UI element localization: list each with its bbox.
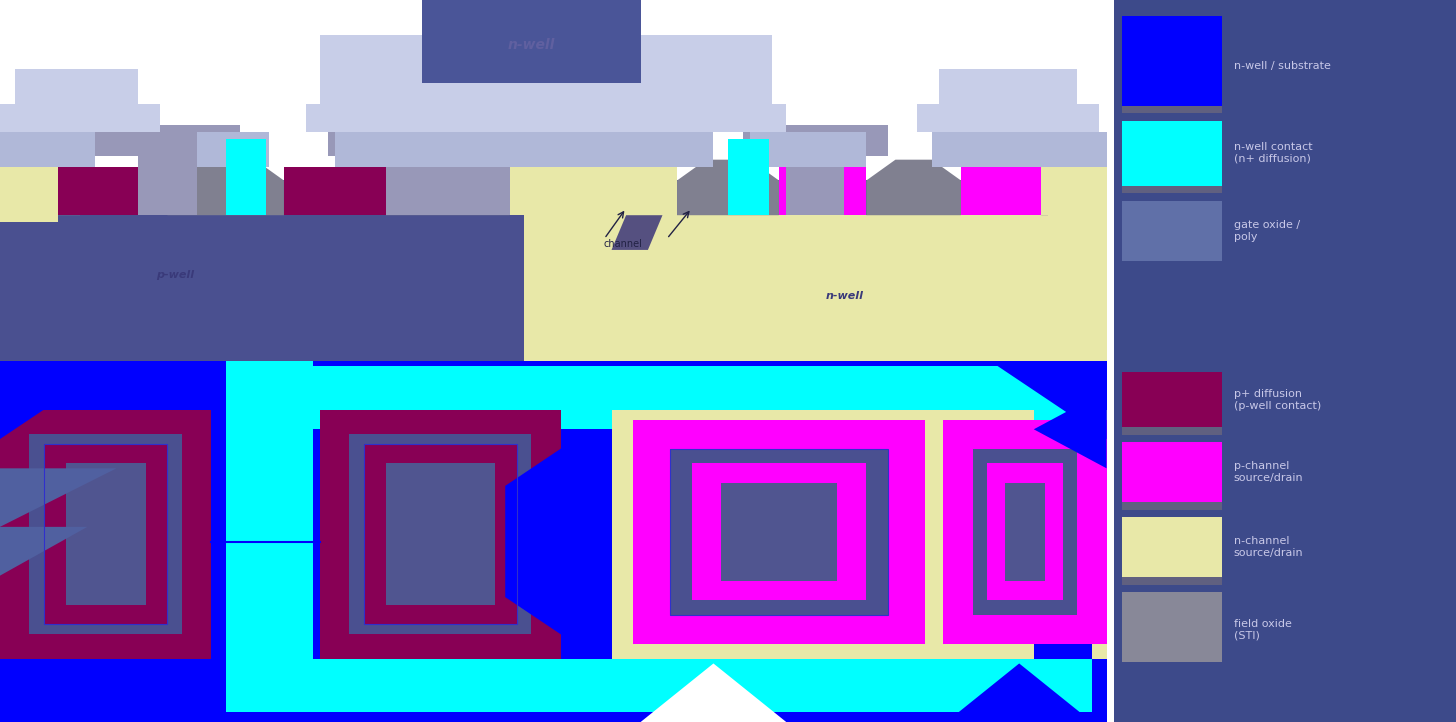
Bar bbox=[1121, 186, 1222, 193]
Bar bbox=[422, 0, 641, 83]
Bar bbox=[1121, 442, 1222, 502]
Bar bbox=[349, 434, 531, 634]
Text: channel: channel bbox=[604, 239, 642, 249]
Bar bbox=[932, 132, 1107, 167]
Bar bbox=[1121, 517, 1222, 577]
Bar bbox=[1121, 106, 1222, 113]
Bar bbox=[1121, 427, 1222, 435]
Polygon shape bbox=[0, 160, 80, 215]
Bar bbox=[987, 464, 1063, 600]
Bar bbox=[66, 464, 146, 605]
Polygon shape bbox=[866, 160, 961, 215]
Bar bbox=[95, 125, 240, 155]
Bar bbox=[0, 361, 568, 722]
Bar bbox=[0, 410, 211, 658]
Bar bbox=[721, 483, 837, 580]
Bar bbox=[226, 356, 313, 678]
Bar bbox=[386, 139, 510, 215]
Polygon shape bbox=[641, 664, 786, 722]
Bar bbox=[1121, 372, 1222, 427]
Bar bbox=[786, 139, 844, 215]
Bar bbox=[226, 658, 1092, 712]
Bar bbox=[44, 444, 167, 625]
Polygon shape bbox=[116, 673, 233, 722]
Bar bbox=[1121, 592, 1222, 662]
Bar bbox=[917, 104, 1099, 132]
Bar bbox=[743, 125, 888, 155]
Bar bbox=[138, 139, 197, 215]
Bar bbox=[0, 180, 1107, 361]
Bar bbox=[1121, 502, 1222, 510]
Polygon shape bbox=[167, 160, 284, 215]
Text: gate oxide /
poly: gate oxide / poly bbox=[1233, 220, 1300, 242]
Bar bbox=[973, 449, 1077, 614]
Bar bbox=[226, 139, 266, 215]
Bar bbox=[670, 449, 888, 614]
Bar bbox=[510, 167, 677, 215]
Bar bbox=[1092, 410, 1107, 658]
Polygon shape bbox=[612, 215, 662, 250]
Bar bbox=[943, 419, 1107, 644]
Bar bbox=[226, 366, 1092, 430]
Polygon shape bbox=[990, 361, 1107, 439]
Bar bbox=[1121, 16, 1222, 106]
Bar bbox=[313, 430, 1092, 658]
Bar bbox=[29, 434, 182, 634]
Bar bbox=[939, 69, 1077, 132]
Bar bbox=[1048, 160, 1107, 222]
Bar bbox=[612, 410, 1034, 658]
Bar bbox=[44, 444, 167, 625]
Text: p-well: p-well bbox=[156, 270, 194, 279]
Polygon shape bbox=[1034, 391, 1107, 469]
Bar bbox=[0, 215, 524, 361]
Text: n-well contact
(n+ diffusion): n-well contact (n+ diffusion) bbox=[1233, 142, 1312, 164]
Text: n-channel
source/drain: n-channel source/drain bbox=[1233, 536, 1303, 558]
Bar bbox=[779, 167, 866, 215]
Text: n-well: n-well bbox=[508, 38, 555, 51]
Bar bbox=[0, 167, 167, 215]
Polygon shape bbox=[946, 664, 1092, 722]
Bar bbox=[561, 508, 563, 575]
Bar bbox=[1092, 410, 1107, 658]
Bar bbox=[15, 69, 138, 132]
Bar bbox=[0, 160, 58, 222]
Bar bbox=[633, 419, 925, 644]
Bar bbox=[692, 464, 866, 600]
Bar bbox=[728, 139, 769, 215]
Bar bbox=[320, 410, 561, 658]
Bar bbox=[386, 464, 495, 605]
Text: n-well / substrate: n-well / substrate bbox=[1233, 61, 1331, 71]
Bar bbox=[1121, 121, 1222, 186]
Bar bbox=[364, 444, 517, 625]
Bar bbox=[320, 35, 772, 132]
Bar bbox=[961, 167, 1107, 215]
Polygon shape bbox=[505, 430, 674, 653]
Text: n-well: n-well bbox=[826, 290, 863, 300]
Bar bbox=[197, 132, 269, 167]
Bar bbox=[1041, 167, 1107, 215]
Bar bbox=[306, 104, 786, 132]
Polygon shape bbox=[0, 361, 116, 439]
Bar bbox=[328, 125, 568, 155]
Bar bbox=[284, 167, 386, 215]
Bar bbox=[0, 104, 160, 132]
Polygon shape bbox=[677, 160, 779, 215]
Bar bbox=[1005, 483, 1045, 580]
Bar bbox=[335, 132, 713, 167]
Polygon shape bbox=[1041, 160, 1107, 215]
Text: p+ diffusion
(p-well contact): p+ diffusion (p-well contact) bbox=[1233, 389, 1321, 411]
Bar bbox=[524, 215, 1107, 361]
Bar bbox=[364, 444, 517, 625]
Bar bbox=[0, 132, 95, 167]
Polygon shape bbox=[386, 160, 510, 215]
Bar bbox=[1121, 201, 1222, 261]
Text: field oxide
(STI): field oxide (STI) bbox=[1233, 619, 1291, 641]
Bar bbox=[1121, 577, 1222, 585]
Polygon shape bbox=[0, 527, 87, 575]
Text: p-channel
source/drain: p-channel source/drain bbox=[1233, 461, 1303, 483]
Bar bbox=[750, 132, 866, 167]
Polygon shape bbox=[0, 469, 116, 527]
Bar bbox=[670, 449, 888, 614]
